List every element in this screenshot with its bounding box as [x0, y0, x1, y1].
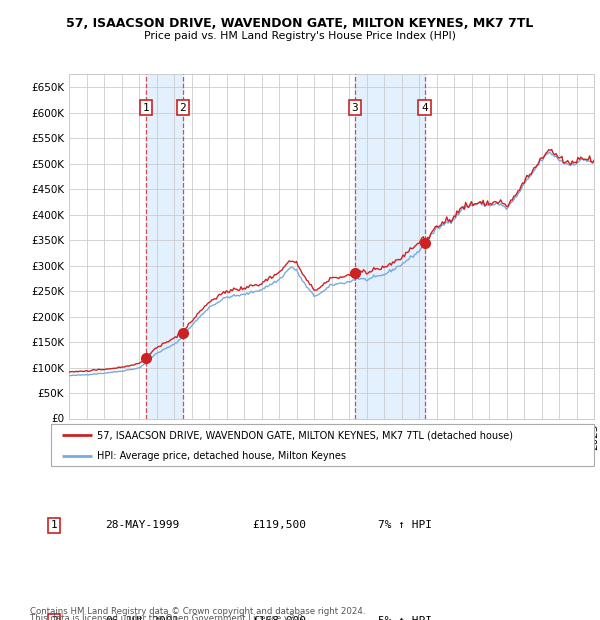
Text: 57, ISAACSON DRIVE, WAVENDON GATE, MILTON KEYNES, MK7 7TL (detached house): 57, ISAACSON DRIVE, WAVENDON GATE, MILTO… [97, 430, 513, 440]
FancyBboxPatch shape [51, 424, 594, 466]
Bar [146, 74, 183, 418]
Text: 7% ↑ HPI: 7% ↑ HPI [378, 520, 432, 530]
Text: HPI: Average price, detached house, Milton Keynes: HPI: Average price, detached house, Milt… [97, 451, 346, 461]
Text: Contains HM Land Registry data © Crown copyright and database right 2024.: Contains HM Land Registry data © Crown c… [30, 608, 365, 616]
Text: 1: 1 [143, 102, 149, 113]
Text: 5% ↑ HPI: 5% ↑ HPI [378, 616, 432, 620]
Text: This data is licensed under the Open Government Licence v3.0.: This data is licensed under the Open Gov… [30, 614, 305, 620]
Text: 2: 2 [50, 616, 58, 620]
Text: Price paid vs. HM Land Registry's House Price Index (HPI): Price paid vs. HM Land Registry's House … [144, 31, 456, 41]
Text: 06-JUL-2001: 06-JUL-2001 [105, 616, 179, 620]
Text: 1: 1 [50, 520, 58, 530]
Text: 4: 4 [421, 102, 428, 113]
Text: 28-MAY-1999: 28-MAY-1999 [105, 520, 179, 530]
Text: £119,500: £119,500 [252, 520, 306, 530]
Text: 3: 3 [352, 102, 358, 113]
Text: 2: 2 [179, 102, 187, 113]
Bar [355, 74, 425, 418]
Text: £168,000: £168,000 [252, 616, 306, 620]
Text: 57, ISAACSON DRIVE, WAVENDON GATE, MILTON KEYNES, MK7 7TL: 57, ISAACSON DRIVE, WAVENDON GATE, MILTO… [67, 17, 533, 30]
